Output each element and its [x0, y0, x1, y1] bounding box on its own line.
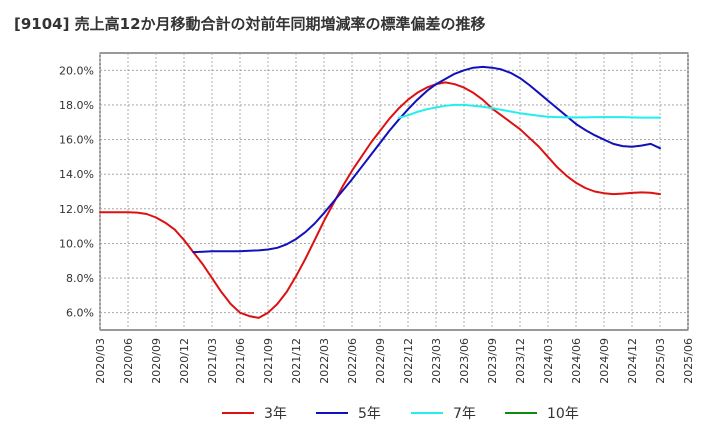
legend-label: 7年 [453, 406, 476, 422]
legend-label: 10年 [547, 406, 579, 422]
y-tick-label: 20.0% [59, 64, 94, 77]
y-tick-label: 14.0% [59, 168, 94, 181]
x-tick-label: 2024/03 [542, 338, 555, 384]
y-tick-label: 12.0% [59, 203, 94, 216]
x-tick-label: 2021/03 [206, 338, 219, 384]
plot-area [99, 52, 689, 331]
x-tick-label: 2021/12 [290, 338, 303, 384]
grid-lines [99, 53, 689, 330]
legend-label: 3年 [264, 406, 287, 422]
series-line-5年 [192, 65, 661, 254]
y-tick-label: 10.0% [59, 237, 94, 250]
y-tick-label: 18.0% [59, 99, 94, 112]
y-axis-ticks: 6.0% 8.0% 10.0% 12.0% 14.0% 16.0% 18.0% 20.0% [59, 64, 94, 319]
x-axis-ticks: 2020/03 2020/06 2020/09 2020/12 2021/03 2021/… [94, 338, 695, 384]
x-tick-label: 2020/06 [122, 338, 135, 384]
x-tick-label: 2020/09 [150, 338, 163, 384]
series-lines [99, 65, 661, 319]
x-tick-label: 2023/09 [486, 338, 499, 384]
series-line-7年 [397, 103, 661, 119]
legend: 3年 5年 7年 10年 [222, 406, 579, 422]
x-tick-label: 2023/06 [458, 338, 471, 384]
x-tick-label: 2024/12 [626, 338, 639, 384]
x-tick-label: 2021/06 [234, 338, 247, 384]
x-tick-label: 2022/12 [402, 338, 415, 384]
x-tick-label: 2024/09 [598, 338, 611, 384]
x-tick-label: 2023/12 [514, 338, 527, 384]
x-tick-label: 2020/12 [178, 338, 191, 384]
y-tick-label: 6.0% [66, 307, 94, 320]
x-tick-label: 2020/03 [94, 338, 107, 384]
x-tick-label: 2022/03 [318, 338, 331, 384]
x-tick-label: 2023/03 [430, 338, 443, 384]
x-tick-label: 2025/06 [682, 338, 695, 384]
x-tick-label: 2022/06 [346, 338, 359, 384]
x-tick-label: 2022/09 [374, 338, 387, 384]
x-tick-label: 2024/06 [570, 338, 583, 384]
x-tick-label: 2025/03 [654, 338, 667, 384]
legend-label: 5年 [358, 406, 381, 422]
y-tick-label: 8.0% [66, 272, 94, 285]
y-tick-label: 16.0% [59, 134, 94, 147]
x-tick-label: 2021/09 [262, 338, 275, 384]
chart-title: [9104] 売上高12か月移動合計の対前年同期増減率の標準偏差の推移 [14, 15, 486, 33]
